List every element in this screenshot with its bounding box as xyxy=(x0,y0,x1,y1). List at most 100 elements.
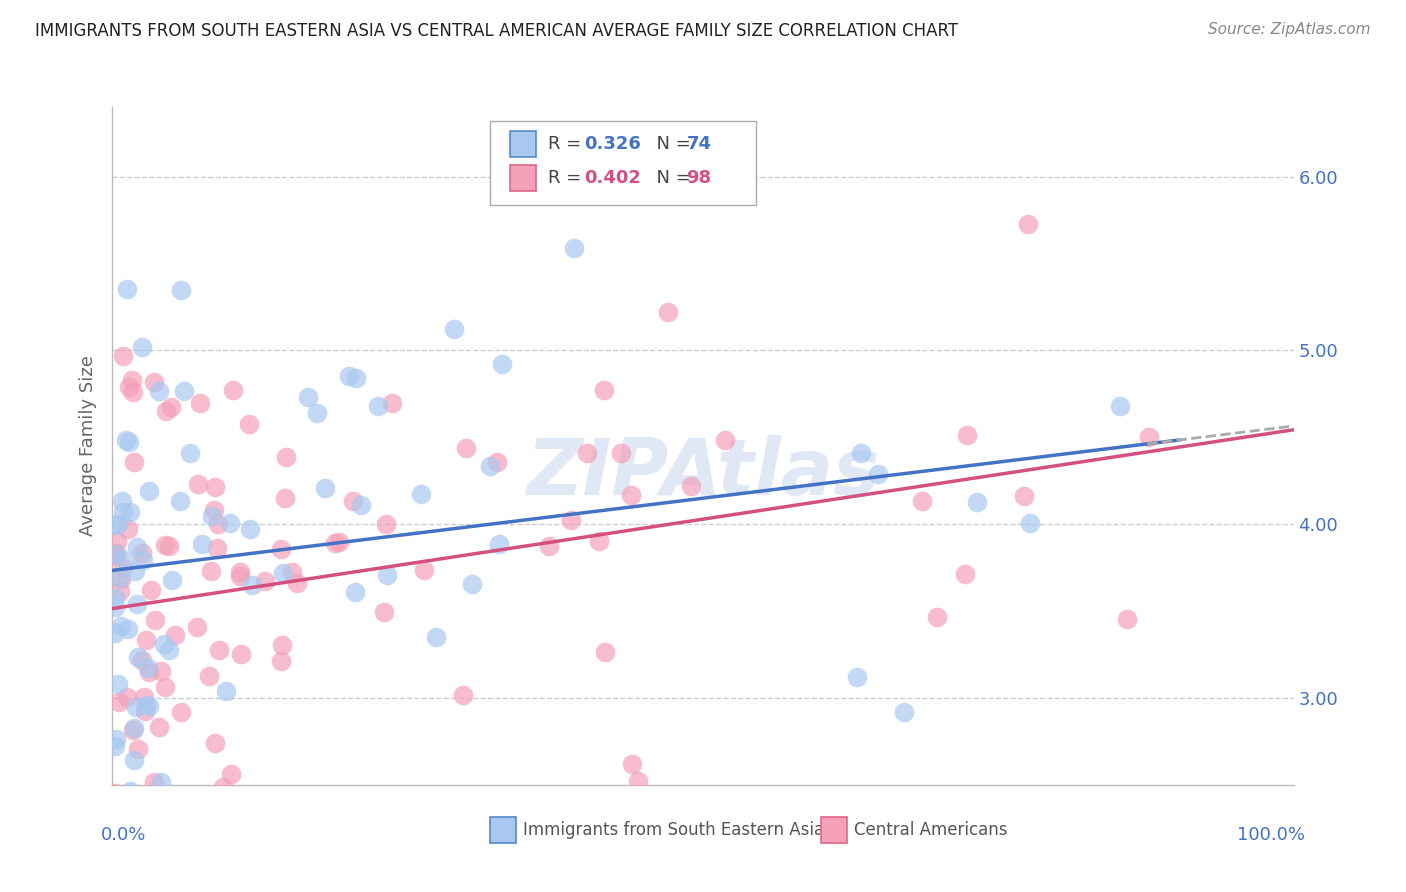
Point xyxy=(127,742,149,756)
Text: IMMIGRANTS FROM SOUTH EASTERN ASIA VS CENTRAL AMERICAN AVERAGE FAMILY SIZE CORRE: IMMIGRANTS FROM SOUTH EASTERN ASIA VS CE… xyxy=(35,22,959,40)
Point xyxy=(285,576,308,591)
Point xyxy=(104,591,127,605)
Text: ZIPAtlas: ZIPAtlas xyxy=(526,435,880,511)
Point xyxy=(138,665,160,679)
FancyBboxPatch shape xyxy=(491,120,756,205)
Point xyxy=(925,610,948,624)
Point xyxy=(135,698,157,712)
Point xyxy=(112,349,135,363)
Point xyxy=(1137,430,1160,444)
Point xyxy=(104,739,127,753)
Text: R =: R = xyxy=(548,169,588,187)
Point xyxy=(134,705,156,719)
Point xyxy=(153,638,176,652)
Point xyxy=(593,383,616,397)
Point xyxy=(297,390,319,404)
Point xyxy=(153,680,176,694)
Point xyxy=(215,684,238,698)
Point xyxy=(176,822,198,836)
Point xyxy=(131,653,153,667)
Point xyxy=(409,487,432,501)
Point xyxy=(593,645,616,659)
Point xyxy=(222,855,245,869)
Point xyxy=(104,600,127,615)
Point xyxy=(170,283,193,297)
Point xyxy=(159,400,181,414)
Point xyxy=(337,369,360,384)
Point xyxy=(610,446,633,460)
Point xyxy=(485,455,508,469)
Text: 74: 74 xyxy=(686,136,711,153)
Point xyxy=(187,477,209,491)
Point xyxy=(110,572,132,586)
Point xyxy=(112,504,135,518)
Point xyxy=(657,305,679,319)
Point xyxy=(271,566,294,581)
Point xyxy=(155,404,177,418)
Text: Central Americans: Central Americans xyxy=(855,821,1008,838)
Point xyxy=(281,565,304,579)
Point xyxy=(343,585,366,599)
Point xyxy=(148,720,170,734)
Point xyxy=(849,446,872,460)
Point xyxy=(115,282,138,296)
Point xyxy=(169,494,191,508)
Point xyxy=(200,564,222,578)
Point xyxy=(271,639,294,653)
Point xyxy=(201,508,224,523)
Point xyxy=(231,647,253,661)
Point xyxy=(621,757,644,772)
Point xyxy=(205,541,228,555)
Point xyxy=(141,582,163,597)
Point xyxy=(342,493,364,508)
Point xyxy=(238,522,260,536)
Point xyxy=(124,565,146,579)
Point xyxy=(205,842,228,856)
Point xyxy=(150,774,173,789)
Point xyxy=(121,385,143,400)
Point xyxy=(131,340,153,354)
Point xyxy=(157,539,180,553)
Point xyxy=(207,516,229,531)
Point xyxy=(380,395,402,409)
Point xyxy=(104,626,127,640)
FancyBboxPatch shape xyxy=(491,817,516,843)
Point xyxy=(190,537,212,551)
Point xyxy=(221,383,243,397)
Point xyxy=(911,494,934,508)
Point xyxy=(131,546,153,560)
Y-axis label: Average Family Size: Average Family Size xyxy=(79,356,97,536)
Point xyxy=(451,689,474,703)
Point xyxy=(110,619,132,633)
Point xyxy=(221,767,243,781)
Point xyxy=(125,700,148,714)
Point xyxy=(240,578,263,592)
Point xyxy=(108,695,131,709)
Point xyxy=(111,561,134,575)
Point xyxy=(198,669,221,683)
Point xyxy=(454,441,477,455)
Text: N =: N = xyxy=(645,136,696,153)
Point xyxy=(127,597,149,611)
Point xyxy=(1012,489,1035,503)
Point xyxy=(153,538,176,552)
Point xyxy=(112,832,135,847)
Point xyxy=(179,446,201,460)
Point xyxy=(122,723,145,737)
Point xyxy=(488,537,510,551)
Text: 98: 98 xyxy=(686,169,711,187)
Point xyxy=(425,630,447,644)
Point xyxy=(1017,218,1039,232)
Point xyxy=(375,567,398,582)
Point xyxy=(588,534,610,549)
Point xyxy=(564,241,586,255)
Point xyxy=(868,467,890,481)
Point xyxy=(211,780,233,794)
Point xyxy=(105,517,128,532)
Point xyxy=(108,571,131,585)
Point xyxy=(1018,516,1040,531)
Point xyxy=(105,534,128,549)
Point xyxy=(966,495,988,509)
Point xyxy=(323,536,346,550)
Point xyxy=(204,480,226,494)
